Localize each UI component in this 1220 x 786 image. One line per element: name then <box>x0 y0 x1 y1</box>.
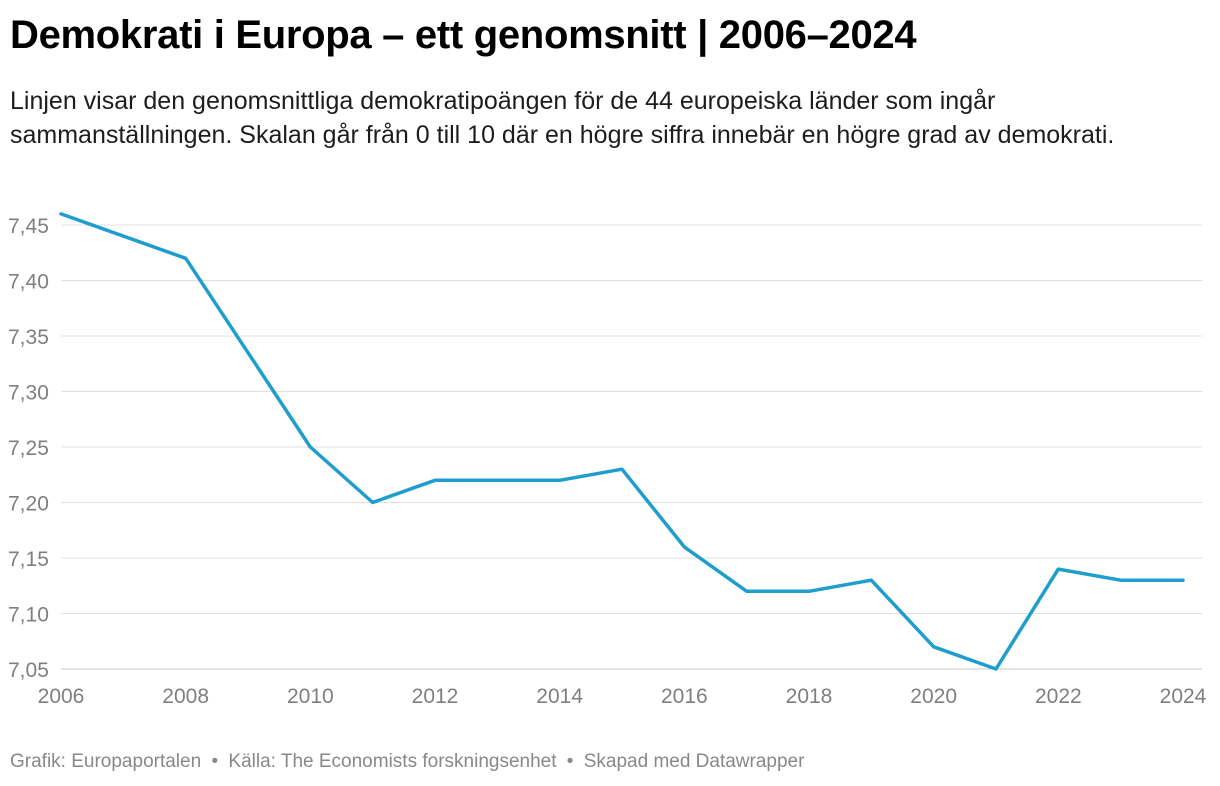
x-tick-label: 2012 <box>412 685 459 708</box>
y-tick-label: 7,35 <box>8 326 49 349</box>
x-tick-label: 2006 <box>38 685 85 708</box>
footer-separator: • <box>211 751 219 772</box>
grid-lines <box>61 224 1202 670</box>
footer-source: Källa: The Economists forskningsenhet <box>228 751 557 772</box>
x-axis: 2006 2008 2010 2012 2014 2016 2018 2020 2022 2024 <box>38 685 1207 708</box>
y-tick-label: 7,10 <box>8 604 49 627</box>
footer-note: Grafik: Europaportalen • Källa: The Econ… <box>10 751 804 773</box>
y-tick-label: 7,45 <box>8 215 49 238</box>
y-tick-label: 7,25 <box>8 437 49 460</box>
series-line <box>59 212 1185 671</box>
x-tick-label: 2016 <box>661 685 708 708</box>
y-axis: 7,45 7,40 7,35 7,30 7,25 7,20 7,15 7,10 7,05 <box>8 215 49 682</box>
x-tick-label: 2014 <box>536 685 583 708</box>
y-tick-label: 7,05 <box>8 659 49 682</box>
chart-subtitle: Linjen visar den genomsnittliga demokrat… <box>10 87 1115 149</box>
x-tick-label: 2022 <box>1035 685 1082 708</box>
x-tick-label: 2018 <box>786 685 833 708</box>
footer-tool: Skapad med Datawrapper <box>583 751 805 772</box>
y-tick-label: 7,40 <box>8 271 49 294</box>
footer-separator: • <box>566 751 574 772</box>
chart-title: Demokrati i Europa – ett genomsnitt | 20… <box>10 13 917 57</box>
y-tick-label: 7,15 <box>8 548 49 571</box>
footer-credit: Grafik: Europaportalen <box>10 751 202 772</box>
series-layer <box>59 212 1185 671</box>
x-tick-label: 2020 <box>910 685 957 708</box>
y-tick-label: 7,30 <box>8 382 49 405</box>
y-tick-label: 7,20 <box>8 493 49 516</box>
x-tick-label: 2010 <box>287 685 334 708</box>
x-tick-label: 2024 <box>1160 685 1207 708</box>
x-tick-label: 2008 <box>162 685 209 708</box>
